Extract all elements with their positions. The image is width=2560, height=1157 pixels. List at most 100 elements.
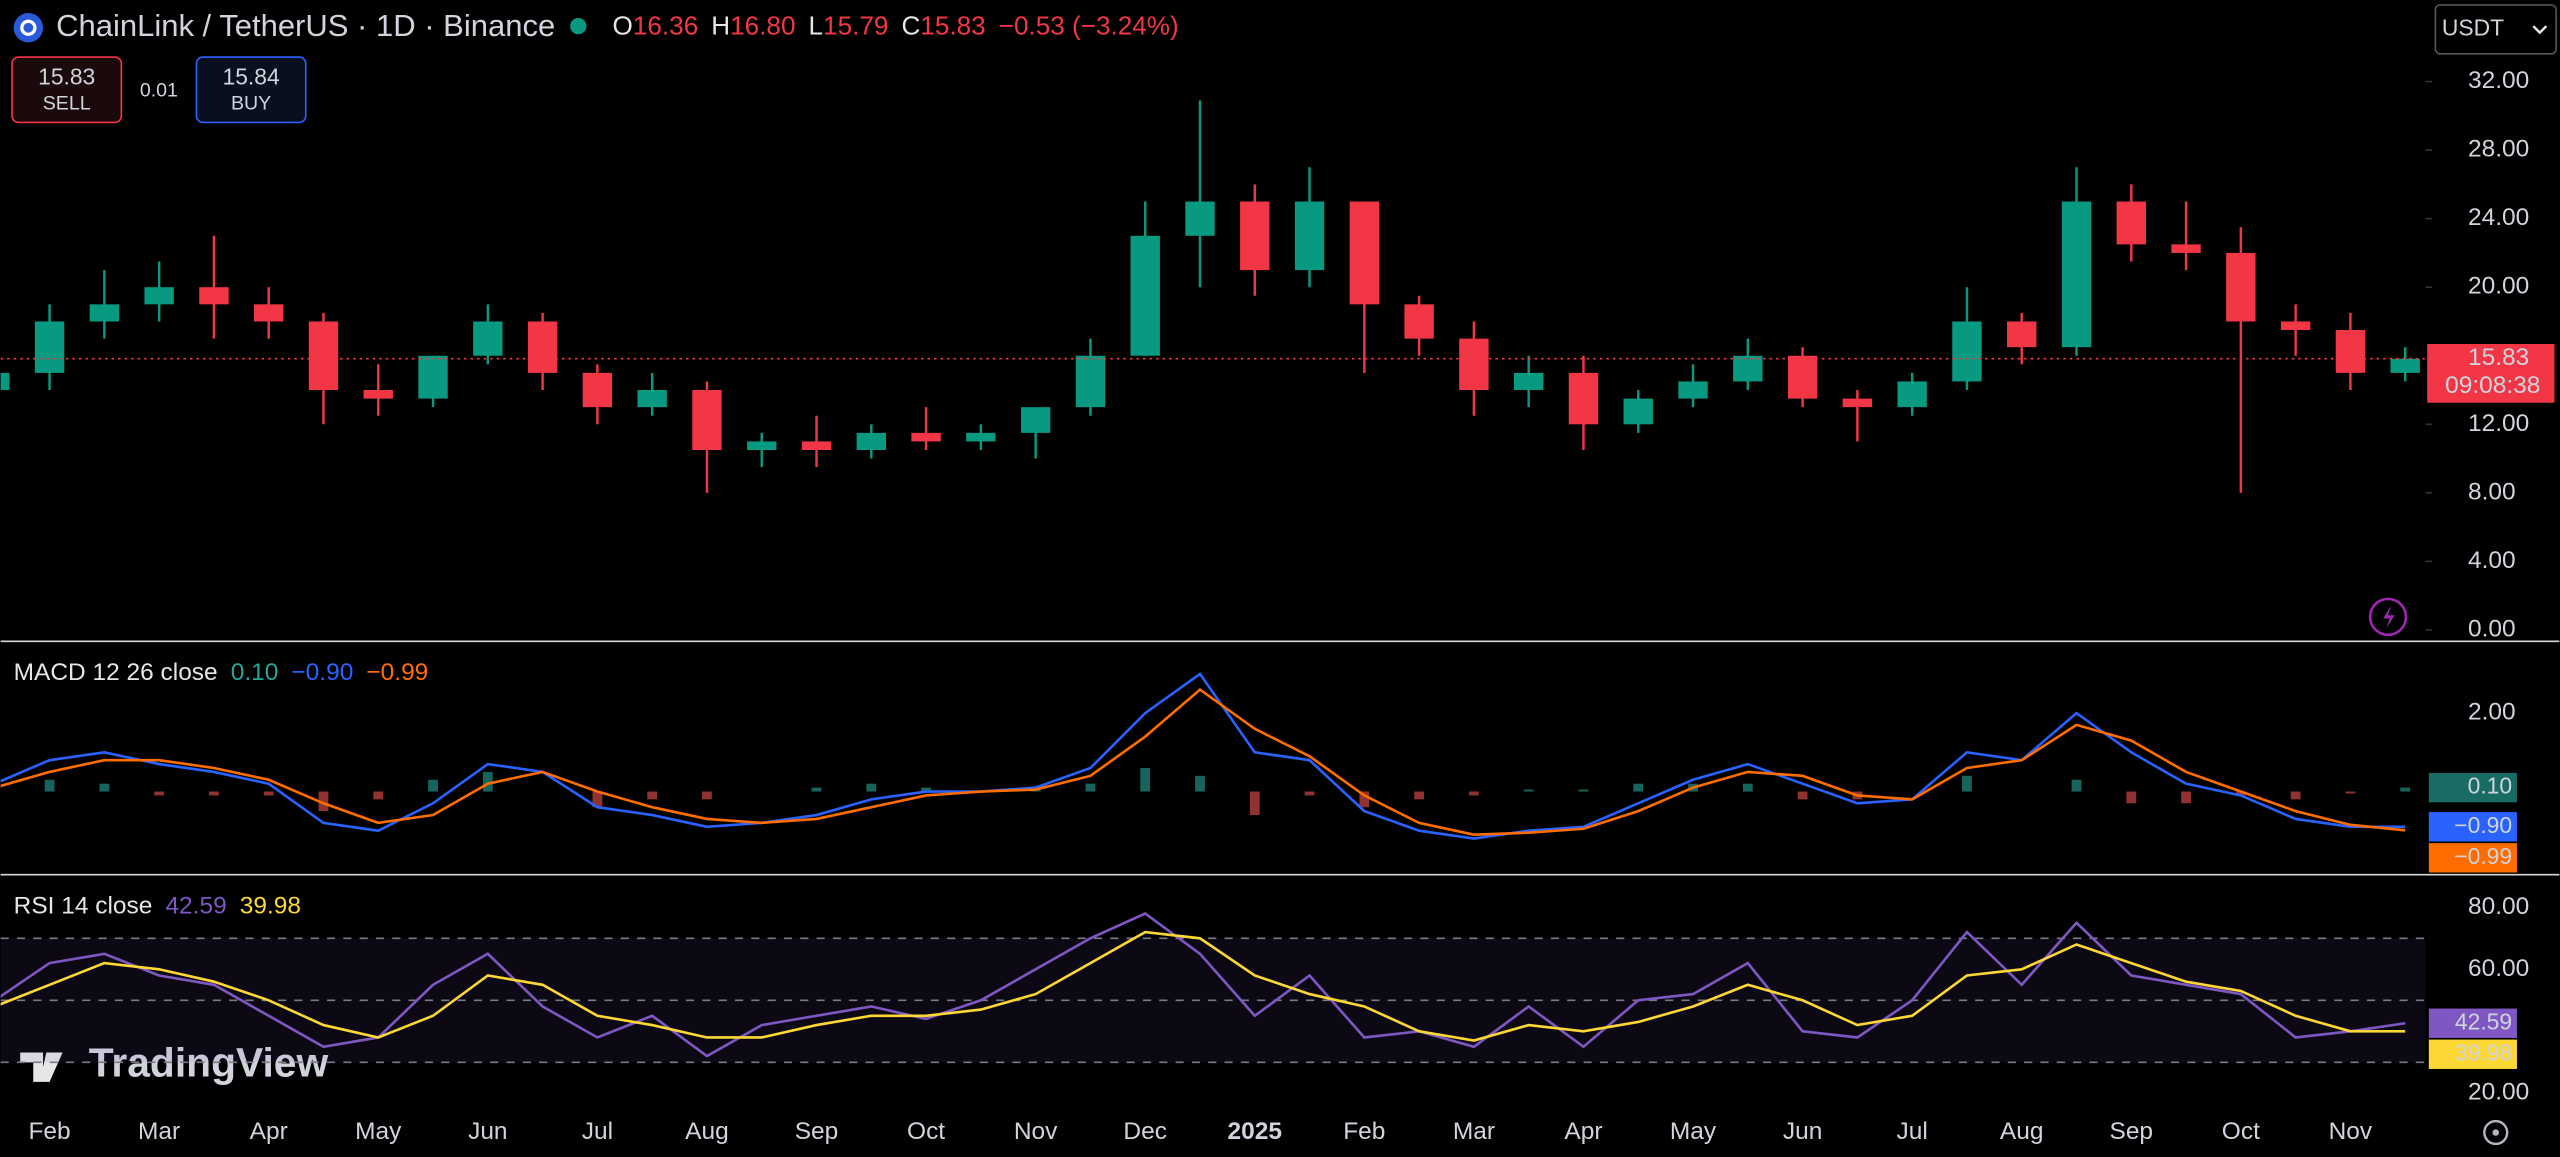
histogram-bar [2290, 791, 2301, 800]
value-badge-label: −0.90 [2454, 812, 2512, 838]
sell-button[interactable] [11, 56, 123, 124]
ohlc-label: H [711, 11, 730, 41]
candle-body [1459, 338, 1489, 391]
x-tick-label: Nov [2329, 1118, 2373, 1145]
indicator-line [0, 687, 2406, 836]
legend-value: 39.98 [240, 893, 301, 920]
last-price-label: 15.83 [2468, 344, 2529, 371]
settings-icon-center [2492, 1129, 2500, 1136]
histogram-bar [2400, 787, 2411, 792]
ohlc-label: C [901, 11, 920, 41]
y-tick-label: 80.00 [2468, 893, 2529, 920]
candle-body [1787, 355, 1818, 399]
histogram-bar [592, 791, 603, 808]
value-badge [2428, 1008, 2517, 1038]
candle-body [747, 441, 777, 450]
candle-body [582, 372, 613, 408]
candle-body [34, 321, 65, 373]
x-tick-label: Sep [2110, 1118, 2154, 1145]
x-tick-label: Aug [685, 1118, 729, 1145]
candle-body [308, 321, 339, 391]
indicator-line [0, 930, 2406, 1042]
x-tick-label: Feb [28, 1118, 70, 1145]
indicator-title: MACD 12 26 close [14, 659, 218, 686]
histogram-bar [1742, 783, 1753, 792]
candle-body [1842, 398, 1873, 408]
histogram-bar [866, 783, 877, 792]
histogram-bar [1249, 791, 1260, 816]
y-tick-label: 12.00 [2468, 410, 2529, 437]
symbol-logo [13, 13, 44, 43]
x-tick-label: Jun [468, 1118, 507, 1145]
candle-body [1897, 381, 1927, 408]
value-badge-label: −0.99 [2454, 843, 2512, 869]
candle-body [1185, 201, 1215, 236]
histogram-bar [1797, 791, 1808, 800]
histogram-bar [318, 791, 329, 812]
market-status [570, 17, 587, 35]
x-tick-label: Sep [795, 1118, 839, 1145]
candle-body [2280, 321, 2311, 331]
candle-body [2061, 201, 2092, 348]
plot-area [0, 100, 2426, 1064]
legend-value: 42.59 [165, 893, 226, 920]
candle-body [1130, 235, 1160, 356]
candle-body [363, 390, 393, 399]
histogram-bar [2345, 791, 2356, 794]
candle-body [1075, 355, 1106, 408]
candle-body [1294, 201, 1325, 271]
histogram-bar [2181, 791, 2191, 804]
candle-body [418, 355, 448, 399]
x-tick-label: Mar [1453, 1118, 1495, 1145]
alert-icon[interactable] [2368, 597, 2408, 637]
currency-selector[interactable] [2434, 4, 2557, 55]
x-tick-label: May [355, 1118, 402, 1145]
y-tick-label: 8.00 [2468, 478, 2516, 505]
histogram-bar [2126, 791, 2137, 804]
histogram-bar [154, 791, 165, 796]
settings-icon[interactable] [2483, 1119, 2509, 1146]
watermark-logo [20, 1052, 63, 1082]
value-badge-label: 39.98 [2455, 1039, 2512, 1065]
currency-chevron [2532, 25, 2548, 35]
ohlc-label: O [613, 11, 633, 41]
y-tick-label: 20.00 [2468, 1079, 2529, 1106]
candle-body [1240, 201, 1270, 271]
candle-body [2116, 201, 2146, 245]
candle-body [1678, 381, 1708, 399]
histogram-bar [2071, 779, 2082, 792]
x-tick-label: Jun [1783, 1118, 1822, 1145]
x-tick-label: Nov [1014, 1118, 1058, 1145]
ohlc-label: L [809, 11, 824, 41]
candle-body [637, 390, 667, 408]
y-tick-label: 20.00 [2468, 273, 2529, 300]
candle-body [966, 432, 996, 442]
candle-body [1952, 321, 1982, 382]
histogram-bar [1633, 783, 1644, 792]
histogram-bar [1140, 768, 1151, 792]
last-price-badge [2427, 343, 2555, 403]
histogram-bar [1962, 775, 1972, 792]
value-badge-label: 42.59 [2455, 1008, 2512, 1034]
candle-body [144, 287, 174, 305]
histogram-bar [647, 791, 658, 800]
y-tick-label: 28.00 [2468, 136, 2529, 163]
x-tick-label: May [1670, 1118, 1717, 1145]
x-tick-label: Jul [582, 1118, 613, 1145]
candle-body [2226, 252, 2256, 322]
candle-body [2007, 321, 2037, 348]
buy-button[interactable] [195, 56, 307, 124]
candle-body [1020, 407, 1051, 433]
value-badge [2428, 1039, 2517, 1069]
ohlc-legend: O16.36 H16.80 L15.79 C15.83 −0.53 (−3.24%) [613, 11, 1179, 41]
candle-body [2171, 244, 2201, 253]
y-tick-label: 4.00 [2468, 547, 2516, 574]
indicator-legend: RSI 14 close 42.59 39.98 [14, 893, 301, 920]
symbol-logo-ring [20, 19, 37, 36]
value-badge [2428, 772, 2517, 803]
ohlc-value: 15.79 [823, 11, 888, 41]
buy-label: BUY [231, 93, 271, 115]
